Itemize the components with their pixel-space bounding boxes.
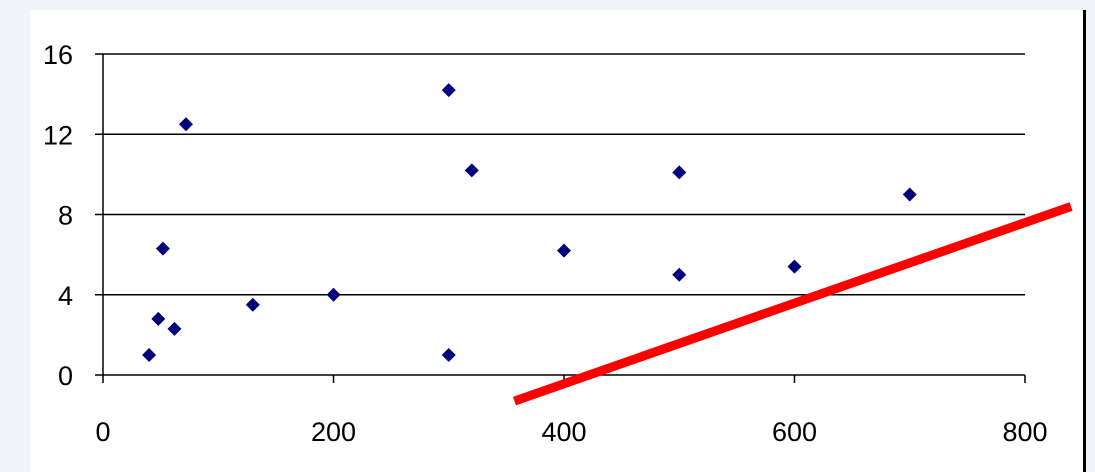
- data-point: [178, 117, 193, 132]
- chart-area: [30, 10, 1083, 472]
- y-tick-labels: 0 4 8 12 16: [43, 40, 73, 391]
- axes: [95, 53, 1026, 383]
- data-point: [672, 267, 687, 282]
- chart-border-right: [1083, 10, 1086, 472]
- data-point: [464, 163, 479, 178]
- data-point: [441, 347, 456, 362]
- data-points: [142, 83, 917, 362]
- data-point: [441, 83, 456, 98]
- data-point: [787, 259, 802, 274]
- x-tick-label: 0: [95, 417, 110, 447]
- data-point: [326, 287, 341, 302]
- data-point: [672, 165, 687, 180]
- y-tick-label: 0: [58, 361, 73, 391]
- data-point: [557, 243, 571, 258]
- data-point: [902, 187, 917, 202]
- trend-line-group: [512, 202, 1073, 406]
- data-point: [155, 241, 170, 256]
- data-point: [167, 321, 182, 336]
- data-point: [245, 297, 260, 312]
- y-tick-label: 12: [43, 120, 73, 150]
- data-point: [142, 347, 157, 362]
- x-tick-label: 400: [541, 417, 586, 447]
- y-tick-label: 16: [43, 40, 73, 70]
- y-tick-label: 8: [58, 201, 73, 231]
- data-point: [151, 311, 166, 326]
- y-tick-label: 4: [58, 281, 73, 311]
- x-tick-label: 800: [1002, 417, 1047, 447]
- x-tick-label: 200: [311, 417, 356, 447]
- gridlines: [103, 53, 1025, 296]
- x-tick-label: 600: [772, 417, 817, 447]
- trend-line: [512, 202, 1073, 406]
- x-tick-labels: 0 200 400 600 800: [95, 417, 1047, 447]
